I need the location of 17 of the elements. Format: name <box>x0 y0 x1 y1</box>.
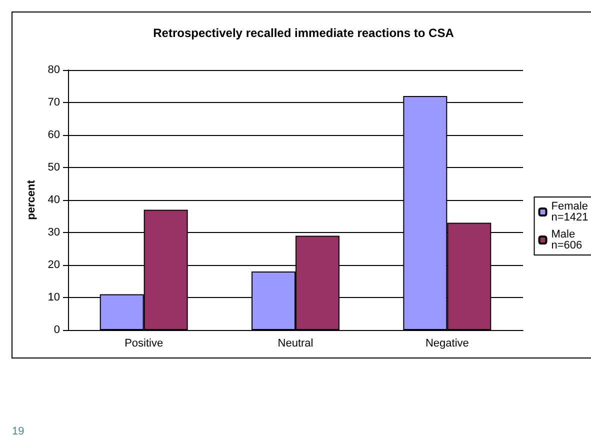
y-tick-label: 70 <box>48 96 60 108</box>
y-tick-label: 20 <box>48 259 60 271</box>
text: 19 <box>12 426 24 438</box>
y-tick-label: 80 <box>48 64 60 76</box>
y-tick-label: 0 <box>54 324 60 336</box>
y-axis-title: percent <box>25 180 38 220</box>
y-tick-label: 40 <box>48 194 60 206</box>
chart-title: Retrospectively recalled immediate reactions to CSA <box>153 26 454 40</box>
y-tick-label: 10 <box>48 292 60 304</box>
x-tick-label: Neutral <box>278 338 314 350</box>
legend-label: Male n=606 <box>551 228 582 252</box>
x-tick-label: Negative <box>425 338 469 350</box>
y-tick-label: 30 <box>48 226 60 238</box>
legend-label: Female n=1421 <box>551 200 591 224</box>
y-tick-label: 50 <box>48 162 60 174</box>
y-tick-label: 60 <box>48 129 60 141</box>
x-tick-label: Positive <box>124 338 164 350</box>
